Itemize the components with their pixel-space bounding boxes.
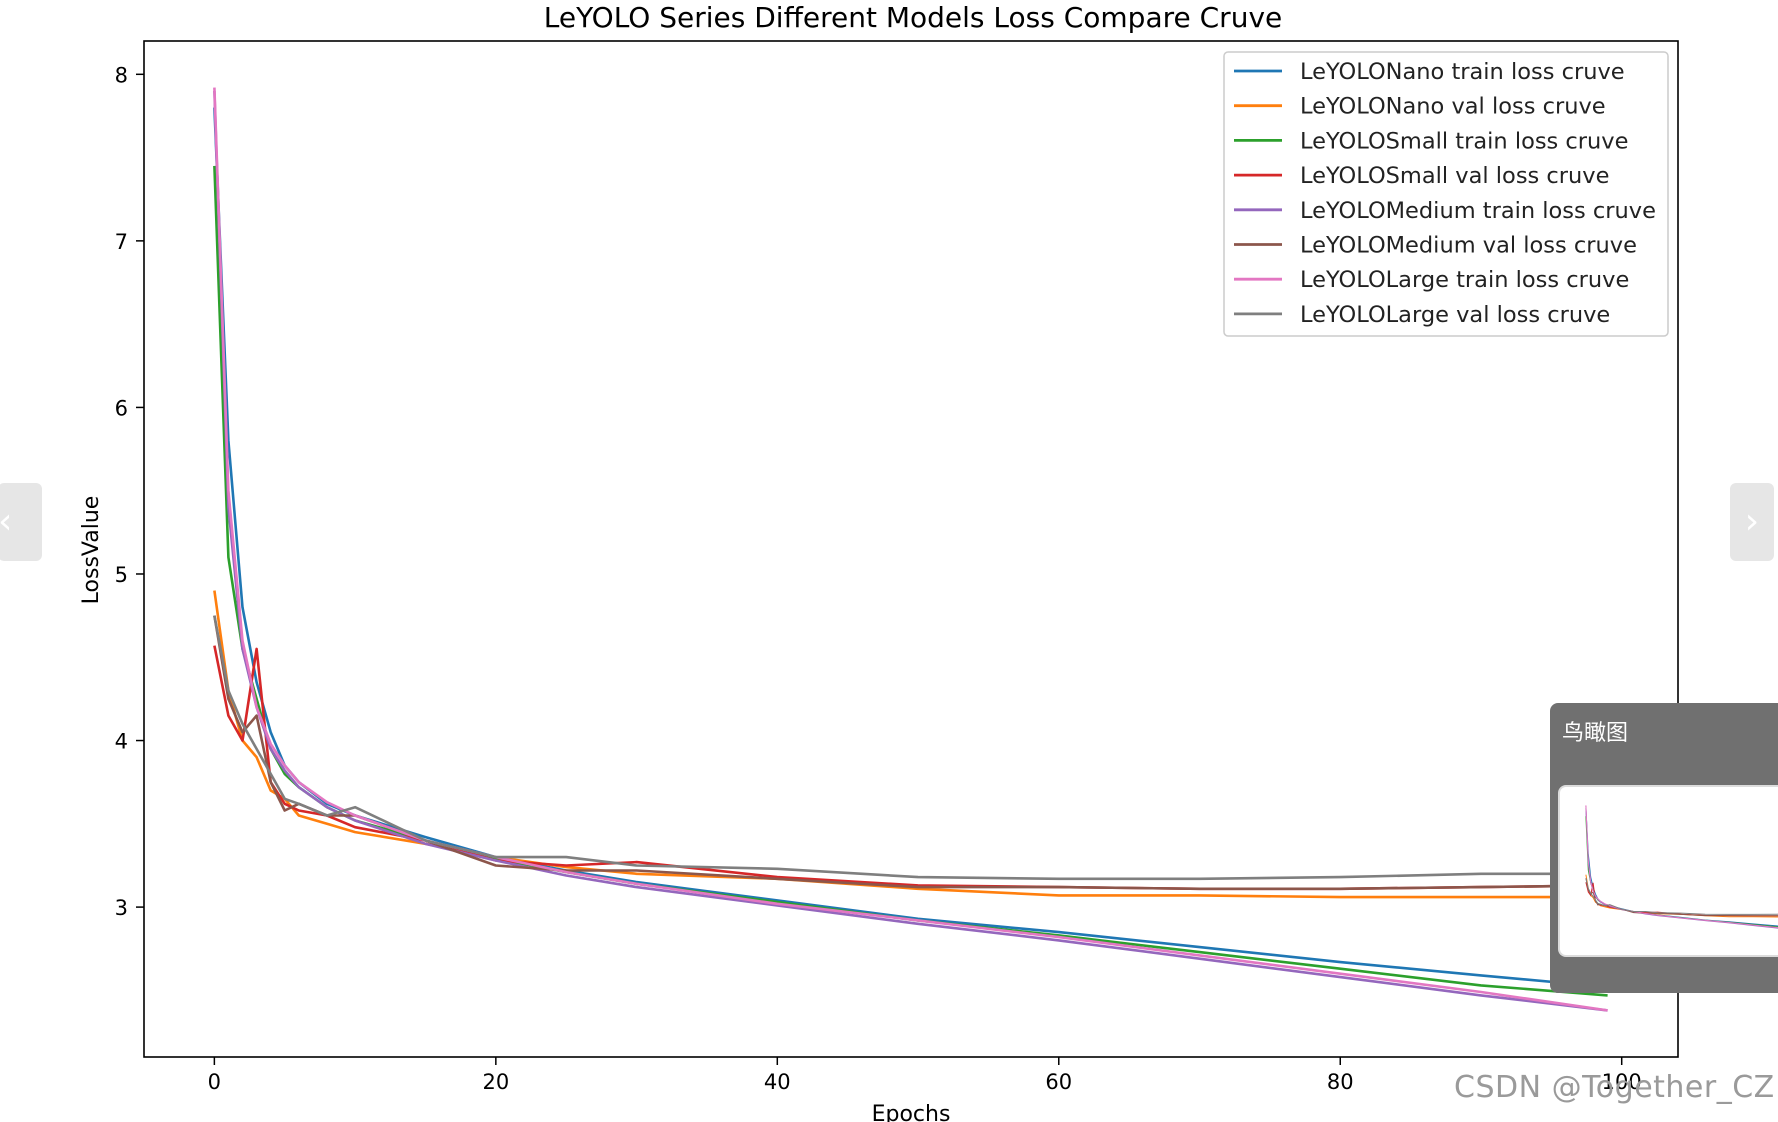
series-line-6 bbox=[213, 615, 1608, 891]
x-tick-label: 60 bbox=[1045, 1070, 1072, 1094]
x-axis-label: Epochs bbox=[872, 1102, 951, 1122]
birdseye-title: 鸟瞰图 bbox=[1562, 721, 1629, 746]
birdseye-panel[interactable]: 鸟瞰图 bbox=[1550, 703, 1778, 993]
legend-label: LeYOLONano val loss cruve bbox=[1300, 94, 1606, 120]
x-tick-label: 0 bbox=[208, 1070, 221, 1094]
x-tick-label: 20 bbox=[482, 1070, 509, 1094]
x-tick-label: 40 bbox=[764, 1070, 791, 1094]
y-tick-label: 6 bbox=[115, 396, 128, 420]
thumbnail-series-line bbox=[1585, 878, 1778, 915]
y-axis-label: LossValue bbox=[79, 496, 104, 605]
series-line-2 bbox=[213, 590, 1608, 899]
y-tick-label: 7 bbox=[115, 230, 128, 254]
legend-box bbox=[1223, 51, 1669, 337]
x-tick-label: 80 bbox=[1327, 1070, 1354, 1094]
thumbnail-series-line bbox=[1585, 874, 1778, 918]
watermark: CSDN @Together_CZ bbox=[1454, 1070, 1775, 1105]
birdseye-thumbnail[interactable] bbox=[1558, 785, 1778, 957]
chart-title: LeYOLO Series Different Models Loss Comp… bbox=[544, 1, 1283, 34]
y-tick-label: 4 bbox=[115, 730, 128, 754]
y-axis: 3 4 5 6 7 8 bbox=[115, 63, 144, 920]
plot-lines bbox=[213, 87, 1608, 1012]
legend-label: LeYOLOSmall train loss cruve bbox=[1300, 128, 1628, 154]
series-line-8 bbox=[213, 615, 1608, 881]
y-tick-label: 3 bbox=[115, 896, 128, 920]
legend-label: LeYOLOMedium train loss cruve bbox=[1300, 198, 1656, 224]
thumbnail-series-line bbox=[1585, 808, 1778, 927]
legend-label: LeYOLOMedium val loss cruve bbox=[1300, 233, 1637, 259]
thumbnail-series-line bbox=[1585, 882, 1778, 917]
x-tick-label: 100 bbox=[1602, 1070, 1642, 1094]
next-image-button[interactable]: › bbox=[1730, 483, 1774, 561]
thumbnail-series-line bbox=[1585, 878, 1778, 917]
previous-image-button[interactable]: ‹ bbox=[0, 483, 42, 561]
legend-label: LeYOLONano train loss cruve bbox=[1300, 59, 1625, 85]
chevron-left-icon: ‹ bbox=[0, 501, 12, 542]
y-tick-label: 8 bbox=[115, 63, 128, 87]
legend-label: LeYOLOLarge train loss cruve bbox=[1300, 267, 1629, 293]
chart-legend: LeYOLONano train loss cruve LeYOLONano va… bbox=[1223, 51, 1669, 337]
plot-frame bbox=[143, 40, 1679, 1058]
chevron-right-icon: › bbox=[1744, 501, 1760, 542]
y-tick-label: 5 bbox=[115, 563, 128, 587]
legend-label: LeYOLOSmall val loss cruve bbox=[1300, 163, 1609, 189]
birdseye-thumbnail-chart bbox=[1585, 805, 1778, 929]
series-line-4 bbox=[213, 645, 1608, 891]
legend-label: LeYOLOLarge val loss cruve bbox=[1300, 302, 1610, 328]
series-line-1 bbox=[213, 107, 1608, 989]
x-axis: 0 20 40 60 80 100 bbox=[208, 1057, 1642, 1094]
